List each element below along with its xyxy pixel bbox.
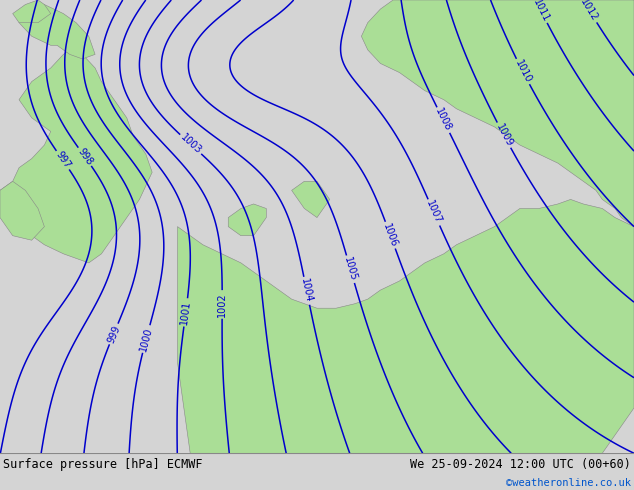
Text: 1003: 1003 xyxy=(178,132,203,156)
Text: 999: 999 xyxy=(106,323,122,344)
Text: 1004: 1004 xyxy=(299,278,314,304)
Text: 1011: 1011 xyxy=(531,0,550,24)
Text: 1006: 1006 xyxy=(382,222,399,248)
Text: 1000: 1000 xyxy=(138,326,154,352)
Text: 1002: 1002 xyxy=(217,292,227,317)
Text: 997: 997 xyxy=(53,150,72,171)
Text: ©weatheronline.co.uk: ©weatheronline.co.uk xyxy=(506,478,631,489)
Text: 1001: 1001 xyxy=(179,299,192,325)
Text: 1005: 1005 xyxy=(342,256,359,282)
Text: We 25-09-2024 12:00 UTC (00+60): We 25-09-2024 12:00 UTC (00+60) xyxy=(410,458,631,471)
Text: 1010: 1010 xyxy=(513,58,533,85)
Text: 1012: 1012 xyxy=(579,0,600,24)
Text: 998: 998 xyxy=(75,147,94,167)
Text: 1007: 1007 xyxy=(424,199,443,226)
Text: 1008: 1008 xyxy=(434,107,453,133)
Text: Surface pressure [hPa] ECMWF: Surface pressure [hPa] ECMWF xyxy=(3,458,203,471)
Text: 1009: 1009 xyxy=(494,122,514,148)
